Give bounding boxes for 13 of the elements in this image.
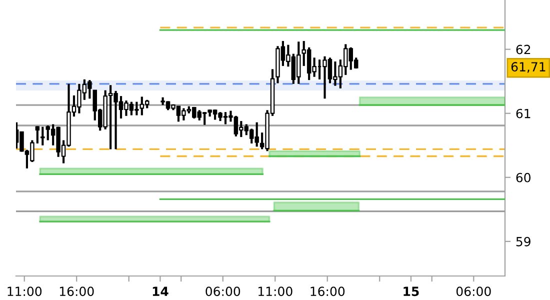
x-tick-label: 16:00 (60, 286, 94, 296)
x-tick-label: 16:00 (310, 286, 345, 296)
x-tick-label: 06:00 (456, 286, 491, 296)
x-tick-label: 15 (404, 286, 419, 296)
x-tick-label: 11:00 (8, 286, 42, 296)
x-tick-label: 14 (152, 286, 168, 296)
x-tick-label: 06:00 (206, 286, 240, 296)
text: 61,71 (511, 62, 546, 73)
y-tick-label: 61 (516, 108, 530, 118)
x-tick-label: 11:00 (258, 286, 292, 296)
y-tick-label: 59 (516, 236, 530, 246)
y-tick-label: 62 (516, 44, 530, 54)
y-tick-label: 60 (516, 172, 530, 182)
